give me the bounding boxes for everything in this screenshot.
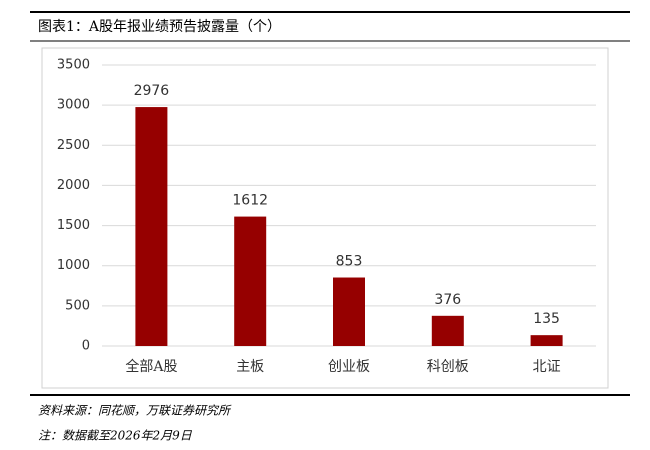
y-tick-label: 0 (82, 339, 90, 354)
y-tick-label: 500 (65, 298, 90, 313)
bar (530, 335, 563, 346)
value-label: 376 (434, 292, 461, 308)
source: 资料来源：同花顺，万联证券研究所 (38, 404, 232, 418)
value-label: 853 (336, 254, 363, 270)
bar (431, 315, 464, 346)
x-tick-label: 科创板 (427, 359, 469, 375)
y-tick-label: 3500 (57, 58, 90, 73)
chart-title: 图表1：A股年报业绩预告披露量（个） (38, 19, 281, 35)
x-tick-label: 全部A股 (125, 358, 177, 375)
y-tick-label: 2500 (57, 138, 90, 153)
x-tick-label: 创业板 (328, 359, 370, 375)
value-label: 135 (533, 311, 560, 327)
bar (234, 216, 267, 346)
x-tick-label: 北证 (533, 359, 561, 375)
value-label: 2976 (134, 83, 170, 99)
x-tick-label: 主板 (236, 359, 264, 375)
y-tick-label: 1500 (57, 218, 90, 233)
note: 注：数据截至2026年2月9日 (38, 429, 193, 443)
y-tick-label: 2000 (57, 178, 90, 193)
bar (135, 107, 168, 346)
y-tick-label: 1000 (57, 258, 90, 273)
y-tick-label: 3000 (57, 98, 90, 113)
bar (333, 277, 365, 346)
plot-frame (41, 47, 609, 389)
value-label: 1612 (232, 193, 268, 209)
